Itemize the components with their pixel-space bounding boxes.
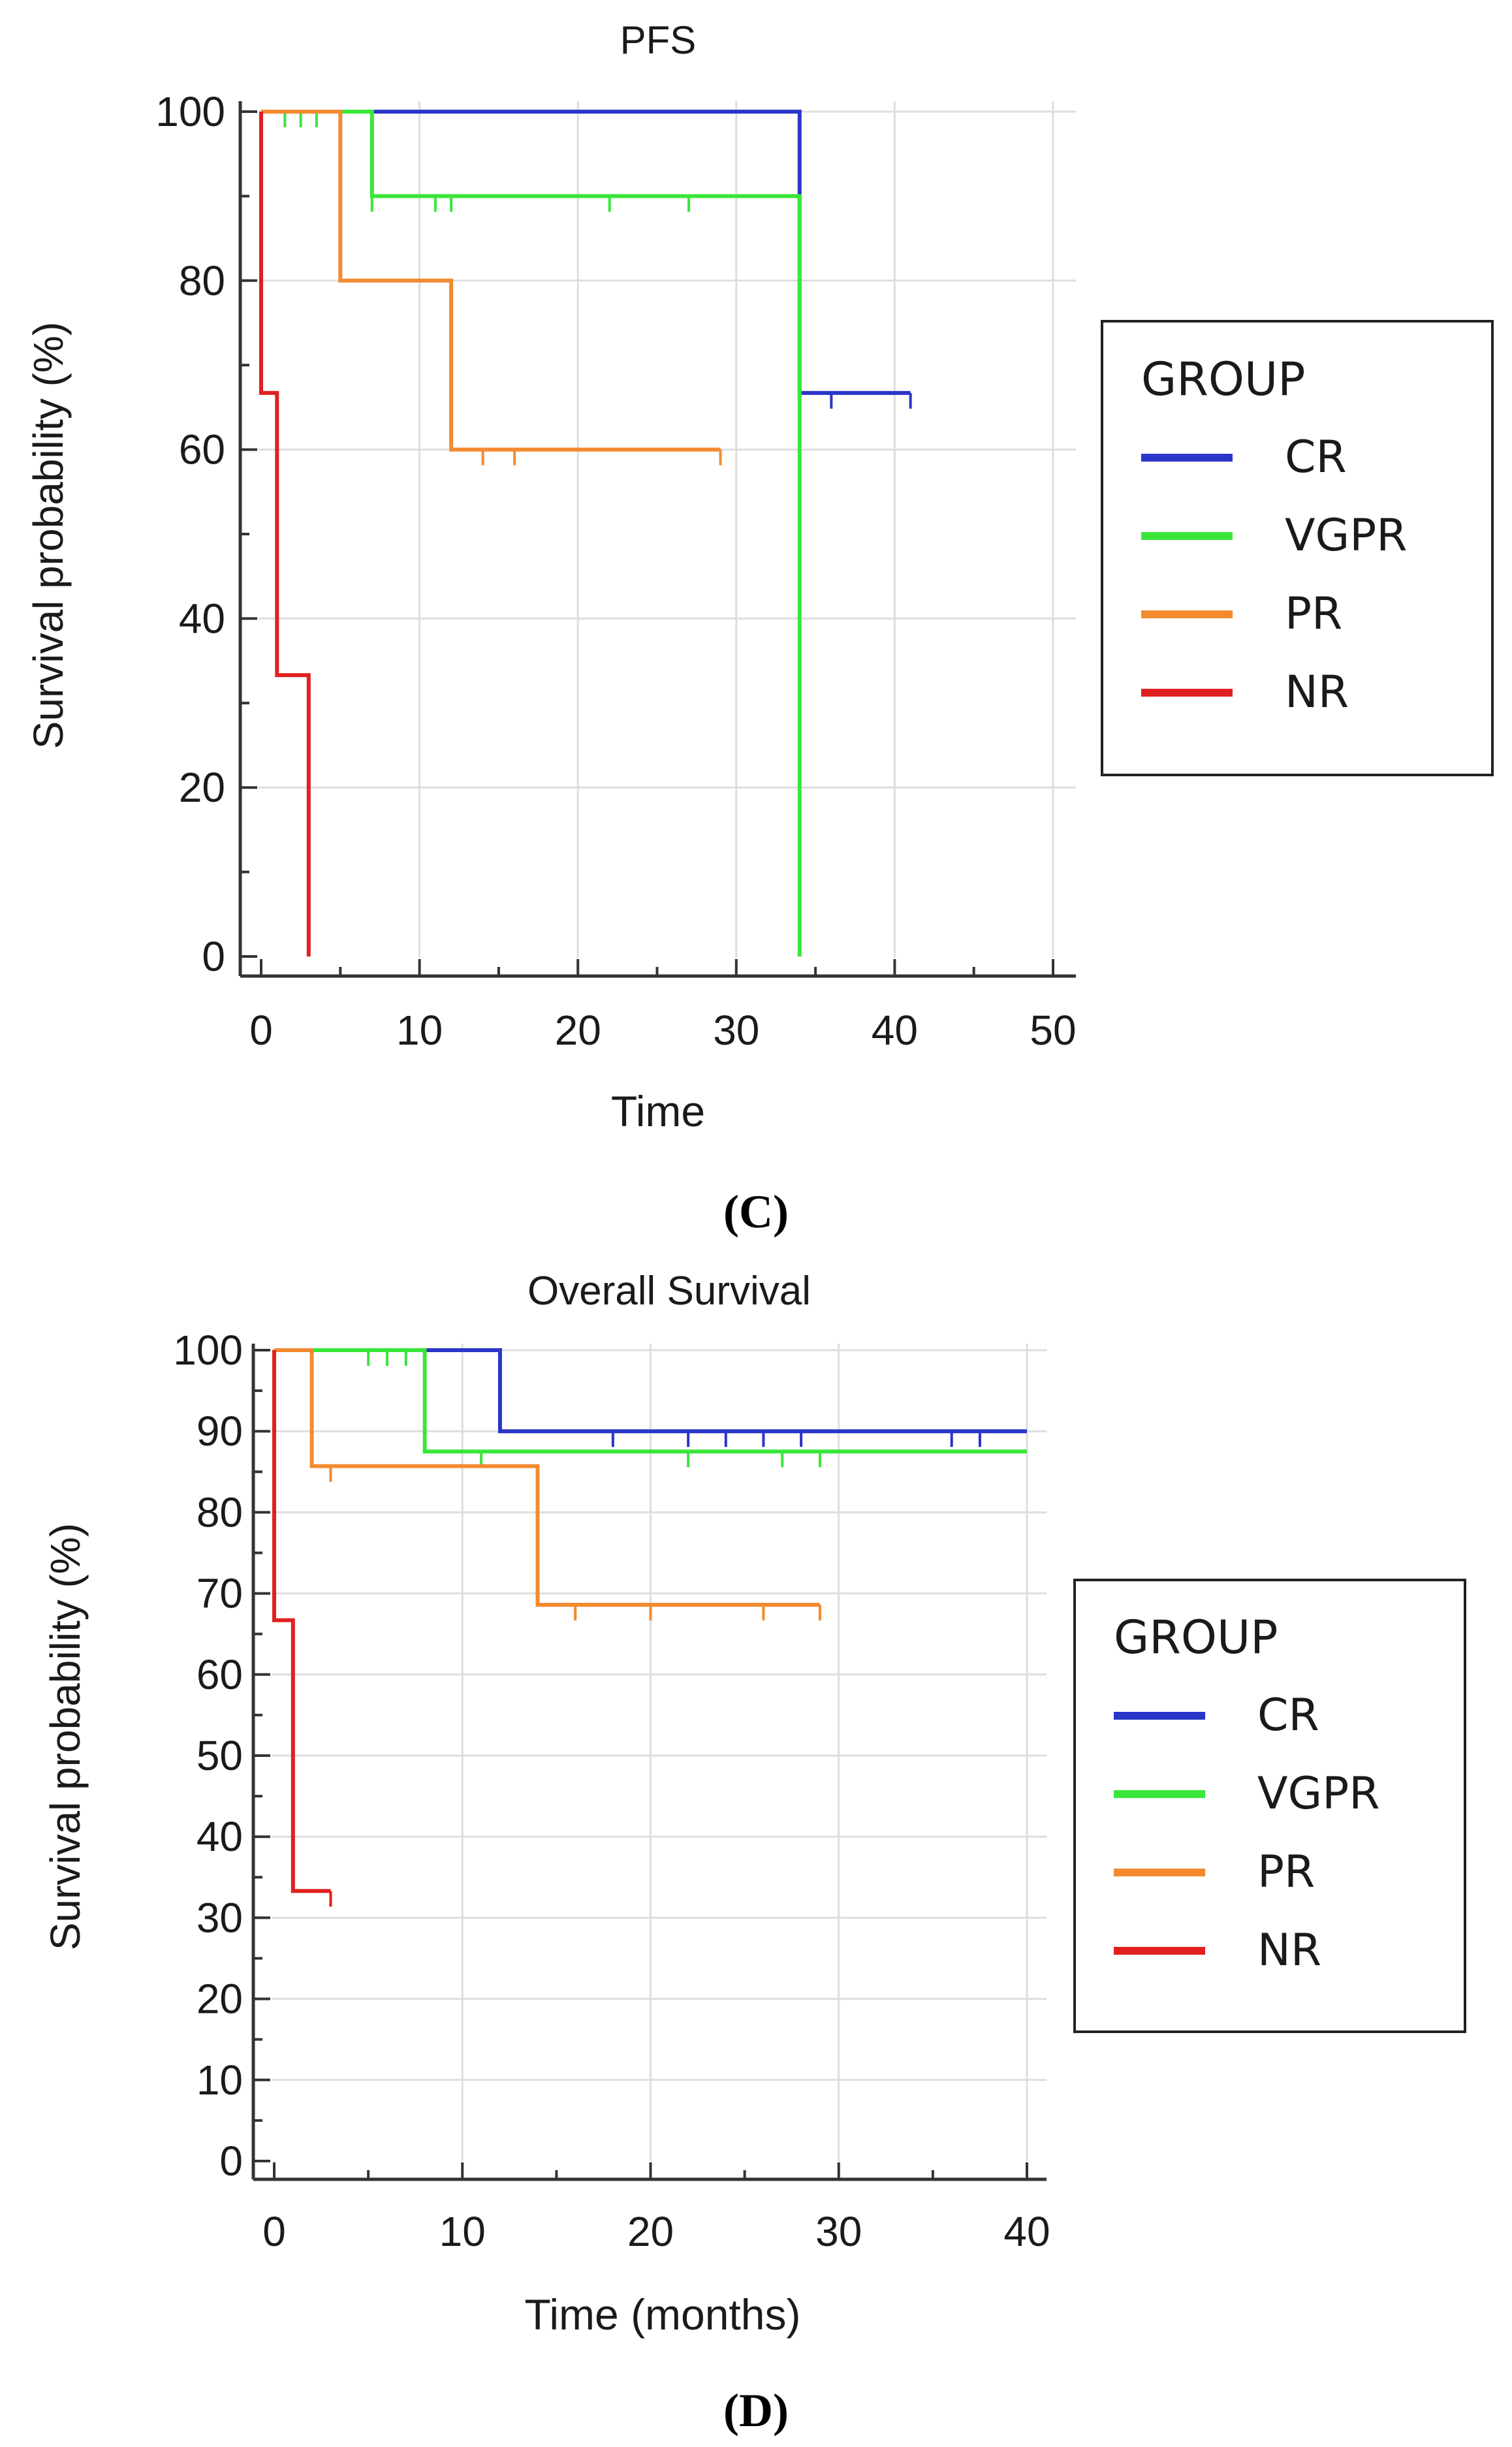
- pfs-grid: [259, 101, 1076, 958]
- pfs-x-tick-label: 10: [396, 1007, 443, 1054]
- pfs-y-tick-label: 100: [155, 88, 225, 135]
- os-pr-curve: [274, 1348, 820, 1607]
- pfs-y-tick-label: 40: [179, 595, 225, 642]
- os-y-tick-label: 10: [197, 2057, 243, 2104]
- pfs-y-tick-label: 20: [179, 764, 225, 811]
- pfs-cr-curve: [261, 110, 911, 395]
- os-y-tick-label: 40: [197, 1813, 243, 1860]
- pfs-nr-curve: [259, 112, 311, 956]
- pfs-y-tick-label: 80: [179, 257, 225, 304]
- os-y-tick-label: 60: [197, 1651, 243, 1698]
- pfs-legend-box: [1101, 320, 1494, 776]
- os-legend-label-nr: NR: [1257, 1925, 1321, 1976]
- os-legend-title: GROUP: [1114, 1611, 1278, 1664]
- os-legend-box: [1073, 1579, 1466, 2033]
- os-y-tick-label: 0: [219, 2138, 243, 2185]
- pfs-legend-label-pr: PR: [1285, 588, 1342, 640]
- pfs-y-tick-label: 0: [202, 933, 225, 980]
- os-legend-label-vgpr: VGPR: [1257, 1768, 1379, 1820]
- os-plot-area: [272, 1348, 1027, 1907]
- pfs-x-tick-label: 50: [1030, 1007, 1076, 1054]
- pfs-x-tick-label: 30: [713, 1007, 759, 1054]
- pfs-legend-label-nr: NR: [1285, 667, 1349, 718]
- os-y-tick-label: 100: [173, 1327, 243, 1374]
- pfs-pr-curve: [261, 110, 721, 452]
- os-axes: 0 10 20 30 40 0 10 20 30 40 50 60 70 80 90 100: [173, 1327, 1050, 2255]
- os-y-tick-label: 50: [197, 1732, 243, 1779]
- pfs-caption: (C): [723, 1186, 789, 1238]
- pfs-legend-items: CR VGPR PR NR: [1141, 432, 1407, 718]
- pfs-y-axis-label: Survival probability (%): [25, 322, 72, 749]
- pfs-x-axis-label: Time: [611, 1087, 705, 1135]
- os-y-tick-label: 90: [197, 1408, 243, 1455]
- os-x-tick-label: 30: [815, 2208, 862, 2255]
- pfs-plot-area: [259, 110, 912, 956]
- os-y-tick-label: 20: [197, 1976, 243, 2023]
- os-y-axis-label: Survival probability (%): [42, 1523, 89, 1950]
- os-title: Overall Survival: [528, 1269, 811, 1314]
- pfs-legend-label-cr: CR: [1285, 432, 1347, 483]
- pfs-panel: PFS 0 10 20 30 40 50 0 20 40 60 80 100 Time Surviva…: [25, 18, 1494, 1238]
- os-x-tick-label: 10: [439, 2208, 486, 2255]
- os-x-axis-label: Time (months): [525, 2290, 801, 2339]
- pfs-x-tick-label: 20: [555, 1007, 601, 1054]
- pfs-legend-label-vgpr: VGPR: [1285, 510, 1407, 561]
- os-vgpr-curve: [274, 1348, 1027, 1454]
- os-caption: (D): [723, 2384, 789, 2437]
- pfs-title: PFS: [620, 18, 697, 62]
- os-legend-items: CR VGPR PR NR: [1114, 1690, 1379, 1976]
- pfs-legend-title: GROUP: [1141, 353, 1305, 406]
- os-legend-label-pr: PR: [1257, 1846, 1315, 1898]
- pfs-legend: GROUP CR VGPR PR NR: [1101, 320, 1494, 776]
- os-x-tick-label: 0: [262, 2208, 286, 2255]
- os-legend-label-cr: CR: [1257, 1690, 1319, 1741]
- os-nr-curve: [272, 1350, 331, 1893]
- os-y-tick-label: 80: [197, 1489, 243, 1536]
- os-legend: GROUP CR VGPR PR NR: [1073, 1579, 1466, 2033]
- pfs-y-tick-label: 60: [179, 426, 225, 473]
- pfs-x-tick-label: 40: [872, 1007, 918, 1054]
- os-y-tick-label: 30: [197, 1894, 243, 1941]
- os-x-tick-label: 20: [627, 2208, 674, 2255]
- os-panel: Overall Survival 0 10 20 30 40 0 10 20 30 40 50 60 7…: [42, 1269, 1466, 2437]
- os-y-tick-label: 70: [197, 1570, 243, 1617]
- pfs-x-tick-label: 0: [249, 1007, 273, 1054]
- pfs-axes: 0 10 20 30 40 50 0 20 40 60 80 100: [155, 88, 1076, 1054]
- os-x-tick-label: 40: [1003, 2208, 1050, 2255]
